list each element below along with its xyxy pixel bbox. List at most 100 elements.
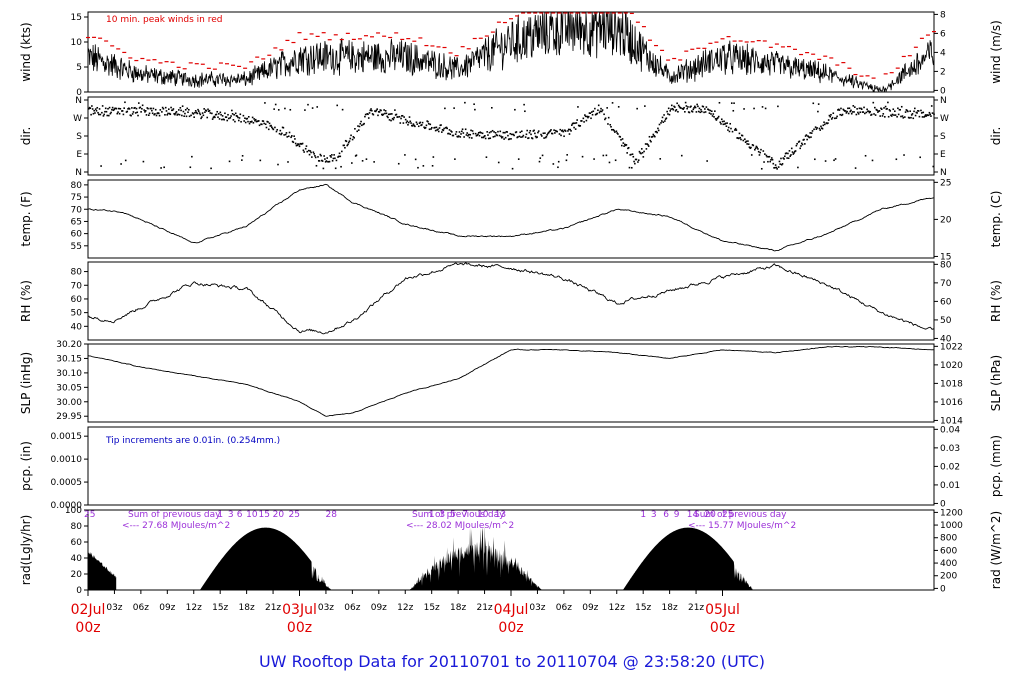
time-hour-label: 12z — [186, 603, 202, 613]
dir-point — [857, 113, 860, 115]
dir-point — [158, 114, 161, 117]
rad-sum-title: Sum of previous day — [128, 510, 221, 520]
dir-point — [630, 166, 633, 169]
dir-point — [284, 107, 286, 110]
dir-point — [163, 166, 165, 169]
rh-ytick-label-left: 80 — [71, 268, 83, 278]
dir-point — [565, 159, 568, 162]
dir-point — [659, 158, 662, 160]
dir-point — [464, 128, 467, 131]
dir-point — [242, 114, 245, 117]
day-time-label: 00z — [498, 620, 523, 636]
dir-point — [174, 112, 177, 114]
dir-point — [703, 111, 705, 114]
dir-point — [630, 153, 632, 156]
pcp-ylabel-left: pcp. (in) — [19, 441, 33, 491]
dir-point — [798, 140, 801, 143]
dir-point — [760, 148, 762, 151]
dir-point — [201, 116, 203, 118]
dir-point — [760, 167, 763, 170]
dir-point — [367, 113, 369, 116]
dir-point — [423, 126, 425, 129]
dir-point — [184, 112, 186, 115]
dir-point — [715, 119, 718, 121]
pcp-ytick-label-right: 0.01 — [940, 481, 960, 491]
dir-point — [474, 108, 476, 111]
dir-point — [714, 110, 716, 112]
dir-point — [870, 113, 873, 116]
rad-sum-value: <--- 15.77 MJoules/m^2 — [688, 521, 796, 531]
dir-point — [691, 110, 694, 113]
dir-point — [309, 150, 312, 152]
dir-point — [117, 111, 119, 113]
dir-point — [397, 162, 400, 165]
dir-point — [851, 111, 854, 113]
dir-point — [482, 136, 485, 139]
dir-point — [91, 105, 93, 107]
dir-point — [800, 145, 802, 147]
dir-point — [316, 106, 319, 108]
dir-point — [537, 130, 540, 132]
dir-point — [384, 110, 387, 112]
day-label: 05Jul — [705, 602, 740, 618]
dir-point — [550, 129, 552, 131]
dir-point — [637, 161, 639, 163]
dir-point — [212, 116, 215, 119]
dir-point — [557, 166, 559, 169]
dir-point — [547, 132, 549, 135]
dir-point — [345, 140, 348, 143]
dir-point — [251, 120, 253, 123]
slp-ytick-label-right: 1022 — [940, 342, 963, 352]
dir-point — [692, 108, 695, 111]
dir-point — [615, 130, 618, 133]
dir-point — [237, 116, 239, 119]
dir-point — [305, 145, 308, 147]
dir-point — [119, 107, 122, 110]
dir-point — [558, 133, 561, 135]
time-hour-label: 12z — [397, 603, 413, 613]
dir-point — [361, 124, 363, 127]
slp-ytick-label-left: 30.15 — [56, 354, 82, 364]
dir-point — [147, 114, 150, 117]
dir-point — [526, 129, 528, 132]
dir-point — [828, 114, 831, 117]
dir-point — [694, 106, 697, 109]
dir-point — [421, 121, 424, 124]
dir-point — [487, 134, 489, 136]
dir-point — [832, 112, 835, 115]
dir-point — [164, 106, 167, 109]
dir-point — [756, 146, 758, 149]
dir-point — [847, 112, 850, 115]
rh-ytick-label-left: 60 — [71, 295, 83, 305]
dir-point — [226, 119, 229, 122]
dir-point — [373, 161, 375, 163]
dir-point — [351, 138, 354, 141]
dir-point — [799, 147, 802, 150]
dir-point — [357, 129, 360, 131]
dir-point — [177, 113, 179, 116]
dir-point — [864, 112, 866, 115]
dir-point — [919, 156, 921, 159]
time-hour-label: 21z — [265, 603, 281, 613]
dir-point — [274, 126, 276, 129]
dir-point — [347, 143, 349, 146]
dir-point — [619, 136, 622, 138]
rad-ytick-label-right: 800 — [940, 534, 957, 544]
dir-point — [810, 136, 812, 138]
dir-point — [788, 150, 791, 152]
dir-point — [161, 111, 163, 113]
dir-point — [442, 129, 445, 132]
dir-point — [540, 135, 543, 137]
dir-point — [196, 112, 199, 115]
dir-point — [820, 125, 822, 128]
dir-point — [504, 136, 507, 139]
dir-point — [796, 142, 798, 145]
dir-point — [742, 139, 745, 142]
dir-point — [274, 103, 277, 106]
dir-point — [193, 116, 195, 118]
dir-point — [447, 132, 450, 135]
dir-point — [453, 107, 455, 109]
dir-point — [435, 126, 438, 129]
dir-point — [444, 107, 446, 110]
time-hour-label: 06z — [556, 603, 572, 613]
